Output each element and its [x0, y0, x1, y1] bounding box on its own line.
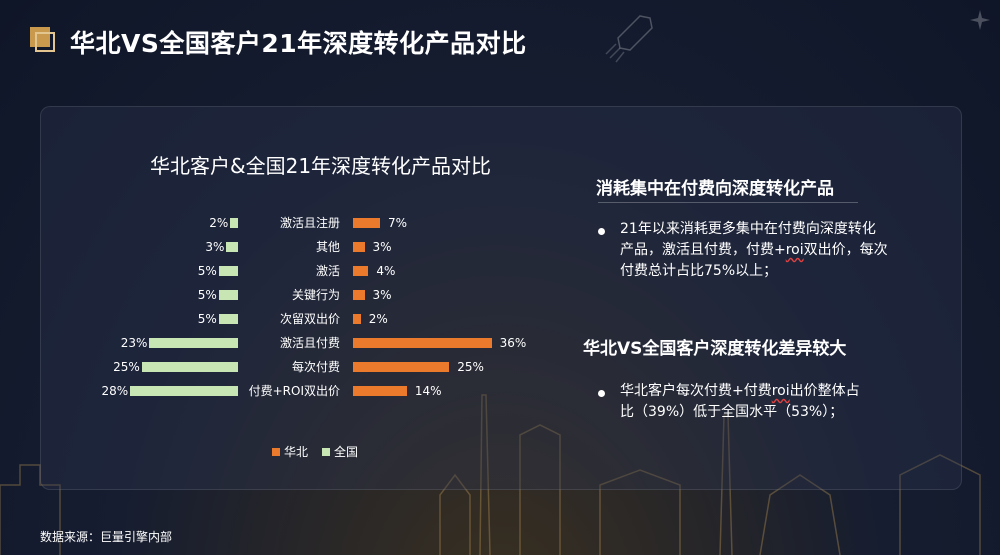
bar-huabei	[353, 290, 365, 300]
bar-huabei	[353, 362, 450, 372]
category-label: 付费+ROI双出价	[248, 384, 340, 398]
legend-swatch-huabei	[272, 447, 280, 456]
bar-huabei	[353, 242, 365, 252]
category-label: 次留双出价	[279, 312, 340, 326]
bar-national-value: 28%	[101, 384, 129, 398]
bullet-icon	[598, 228, 605, 235]
category-label: 其他	[315, 240, 340, 254]
bar-row: 5% 次留双出价 2%	[0, 309, 1000, 329]
bar-national-value: 5%	[197, 264, 217, 278]
bar-row: 25% 每次付费 25%	[0, 357, 1000, 377]
category-label: 每次付费	[291, 360, 340, 374]
bar-national-value: 5%	[197, 312, 217, 326]
insight-heading-2: 华北VS全国客户深度转化差异较大	[583, 339, 847, 359]
bar-huabei	[353, 266, 369, 276]
bar-national-value: 3%	[205, 240, 225, 254]
bar-huabei	[353, 314, 361, 324]
bar-huabei	[353, 218, 380, 228]
legend-label-huabei: 华北	[284, 445, 309, 459]
bar-national	[226, 242, 238, 252]
bar-row: 28% 付费+ROI双出价 14%	[0, 381, 1000, 401]
bar-row: 23% 激活且付费 36%	[0, 333, 1000, 353]
content-panel	[40, 106, 962, 490]
legend-item-national: 全国	[322, 443, 358, 460]
category-label: 关键行为	[291, 288, 340, 302]
legend-swatch-national	[322, 447, 331, 456]
bar-national-value: 5%	[197, 288, 217, 302]
bar-huabei-value: 3%	[372, 288, 392, 302]
insight-heading-1: 消耗集中在付费向深度转化产品	[596, 179, 834, 199]
bar-huabei-value: 2%	[368, 312, 388, 326]
category-label: 激活且注册	[279, 216, 340, 230]
bar-huabei-value: 7%	[387, 216, 407, 230]
bar-huabei-value: 4%	[376, 264, 396, 278]
bar-national	[149, 338, 238, 348]
bar-row: 3% 其他 3%	[0, 237, 1000, 257]
insight-text-2: 华北客户每次付费+付费roi出价整体占比（39%）低于全国水平（53%）；	[620, 383, 860, 420]
data-source-note: 数据来源：巨量引擎内部	[40, 530, 173, 544]
bar-row: 5% 关键行为 3%	[0, 285, 1000, 305]
bar-national-value: 23%	[120, 336, 148, 350]
bar-national-value: 25%	[113, 360, 140, 374]
chart-title: 华北客户&全国21年深度转化产品对比	[150, 154, 492, 178]
bar-huabei	[353, 338, 492, 348]
page-title: 华北VS全国客户21年深度转化产品对比	[70, 29, 527, 58]
rocket-icon	[605, 15, 653, 63]
bar-national	[218, 266, 238, 276]
legend-item-huabei: 华北	[272, 443, 308, 460]
heading-divider	[598, 202, 858, 203]
bar-huabei-value: 25%	[457, 360, 484, 374]
category-label: 激活	[315, 264, 340, 278]
category-label: 激活且付费	[279, 336, 340, 350]
bar-huabei	[353, 386, 407, 396]
bar-national	[218, 290, 238, 300]
bar-huabei-value: 14%	[414, 384, 442, 398]
bar-huabei-value: 36%	[499, 336, 527, 350]
roi-term: roi	[771, 383, 790, 399]
bar-national-value: 2%	[209, 216, 229, 230]
bar-national	[130, 386, 238, 396]
legend-label-national: 全国	[334, 445, 359, 459]
bar-huabei-value: 3%	[372, 240, 392, 254]
insight-text-1: 21年以来消耗更多集中在付费向深度转化产品，激活且付费，付费+roi双出价，每次…	[620, 221, 888, 279]
roi-term: roi	[785, 242, 804, 258]
title-marker-icon	[30, 27, 56, 53]
bar-national	[218, 314, 238, 324]
sparkle-icon	[970, 10, 990, 30]
city-skyline-decoration	[0, 394, 981, 555]
bar-row: 2% 激活且注册 7%	[0, 213, 1000, 233]
bullet-icon	[598, 390, 605, 397]
bar-national	[230, 218, 238, 228]
bar-national	[141, 362, 238, 372]
bar-row: 5% 激活 4%	[0, 261, 1000, 281]
chart-legend: 华北 全国	[272, 443, 358, 460]
